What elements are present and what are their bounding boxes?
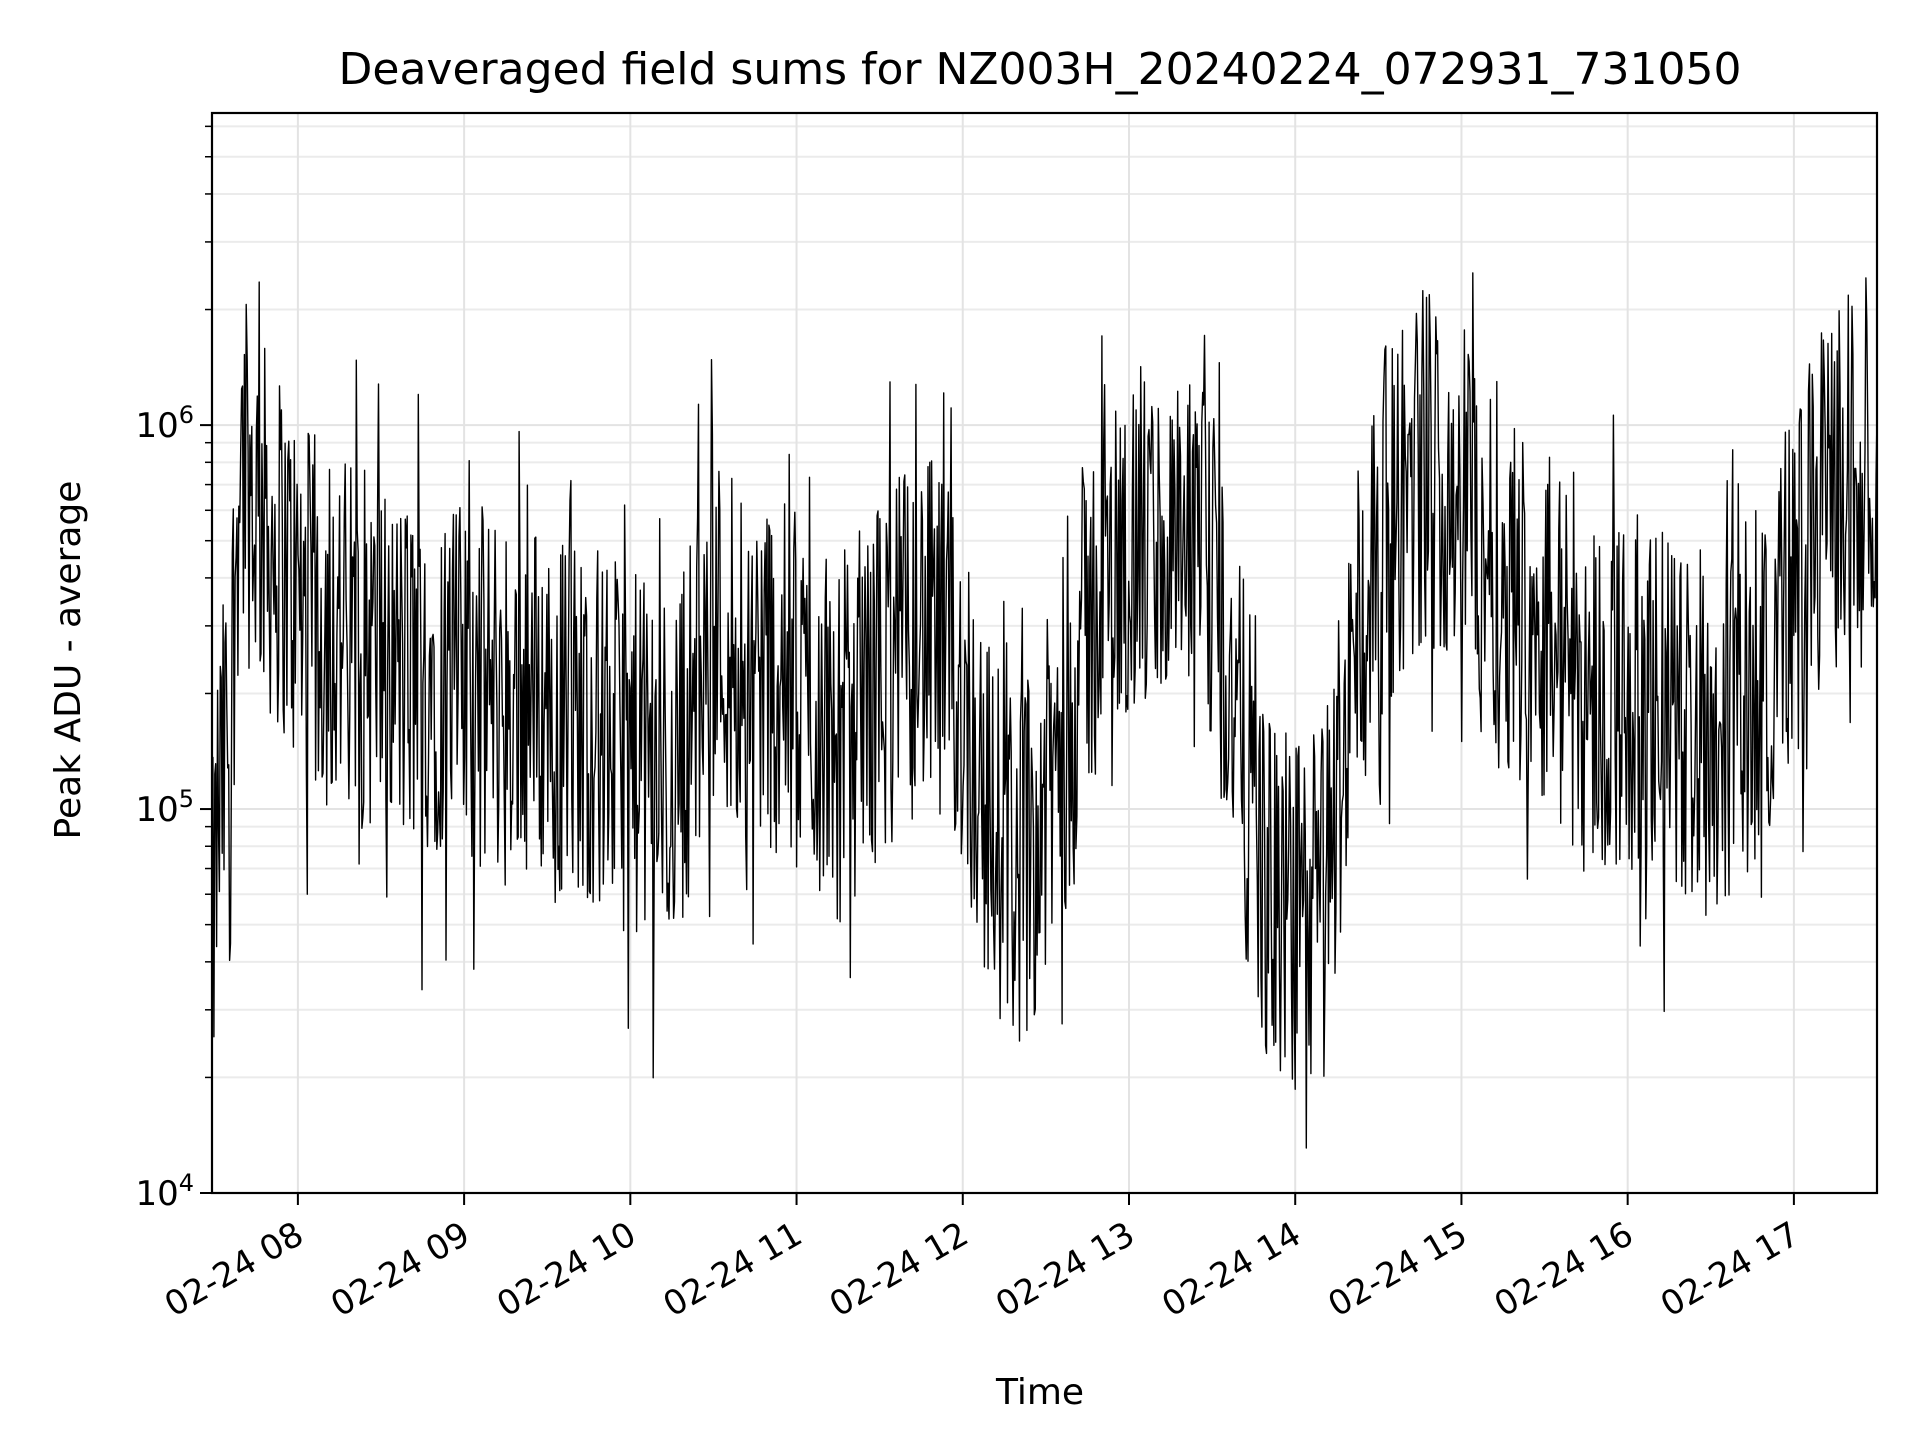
- chart-title: Deaveraged field sums for NZ003H_2024022…: [339, 44, 1742, 95]
- series-line: [211, 272, 1878, 1149]
- y-tick-label: 104: [135, 1169, 194, 1214]
- y-tick-label: 106: [135, 401, 194, 446]
- y-tick-label: 105: [135, 785, 194, 830]
- data-layer: [211, 272, 1878, 1149]
- plot-frame: [210, 111, 1879, 1195]
- y-axis-label: Peak ADU - average: [48, 481, 89, 840]
- x-axis-label: Time: [995, 1372, 1084, 1413]
